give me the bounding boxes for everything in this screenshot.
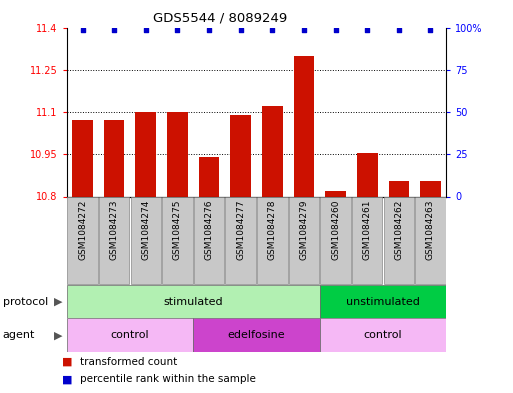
Bar [320, 318, 446, 352]
Text: protocol: protocol [3, 297, 48, 307]
Point [300, 27, 308, 33]
Point [363, 27, 371, 33]
FancyBboxPatch shape [416, 197, 446, 284]
Bar [193, 318, 320, 352]
Point [173, 27, 182, 33]
Bar [167, 112, 188, 196]
Point [236, 27, 245, 33]
Point [268, 27, 277, 33]
FancyBboxPatch shape [226, 197, 256, 284]
Point [205, 27, 213, 33]
Text: GSM1084263: GSM1084263 [426, 199, 435, 260]
Text: transformed count: transformed count [80, 356, 177, 367]
FancyBboxPatch shape [289, 197, 319, 284]
Text: unstimulated: unstimulated [346, 297, 420, 307]
Text: GSM1084262: GSM1084262 [394, 199, 403, 259]
FancyBboxPatch shape [131, 197, 161, 284]
Point [142, 27, 150, 33]
Text: GSM1084261: GSM1084261 [363, 199, 372, 260]
Text: GSM1084276: GSM1084276 [205, 199, 213, 260]
Bar [357, 153, 378, 196]
Bar [67, 318, 193, 352]
FancyBboxPatch shape [257, 197, 287, 284]
Bar [72, 121, 93, 196]
Text: edelfosine: edelfosine [228, 330, 285, 340]
Text: GSM1084260: GSM1084260 [331, 199, 340, 260]
FancyBboxPatch shape [321, 197, 351, 284]
Bar [67, 285, 320, 318]
Text: stimulated: stimulated [164, 297, 223, 307]
Bar [199, 157, 220, 196]
Text: ▶: ▶ [54, 330, 63, 340]
Text: GSM1084278: GSM1084278 [268, 199, 277, 260]
Text: percentile rank within the sample: percentile rank within the sample [80, 374, 255, 384]
Text: ▶: ▶ [54, 297, 63, 307]
Bar [388, 181, 409, 196]
Text: GDS5544 / 8089249: GDS5544 / 8089249 [153, 12, 288, 25]
Text: control: control [111, 330, 149, 340]
Text: GSM1084279: GSM1084279 [300, 199, 308, 260]
Text: ■: ■ [62, 356, 72, 367]
FancyBboxPatch shape [352, 197, 382, 284]
FancyBboxPatch shape [67, 197, 97, 284]
Text: GSM1084273: GSM1084273 [110, 199, 119, 260]
Text: GSM1084277: GSM1084277 [236, 199, 245, 260]
Bar [420, 181, 441, 196]
Text: GSM1084274: GSM1084274 [141, 199, 150, 259]
Bar [230, 115, 251, 196]
Point [426, 27, 435, 33]
Point [331, 27, 340, 33]
FancyBboxPatch shape [194, 197, 224, 284]
Point [110, 27, 118, 33]
Bar [293, 56, 314, 196]
Bar [325, 191, 346, 196]
FancyBboxPatch shape [384, 197, 414, 284]
Bar [104, 121, 125, 196]
Bar [135, 112, 156, 196]
Text: agent: agent [3, 330, 35, 340]
Point [78, 27, 87, 33]
Point [394, 27, 403, 33]
Bar [262, 107, 283, 196]
Text: control: control [364, 330, 402, 340]
Bar [320, 285, 446, 318]
Text: GSM1084275: GSM1084275 [173, 199, 182, 260]
FancyBboxPatch shape [99, 197, 129, 284]
FancyBboxPatch shape [162, 197, 192, 284]
Text: GSM1084272: GSM1084272 [78, 199, 87, 259]
Text: ■: ■ [62, 374, 72, 384]
